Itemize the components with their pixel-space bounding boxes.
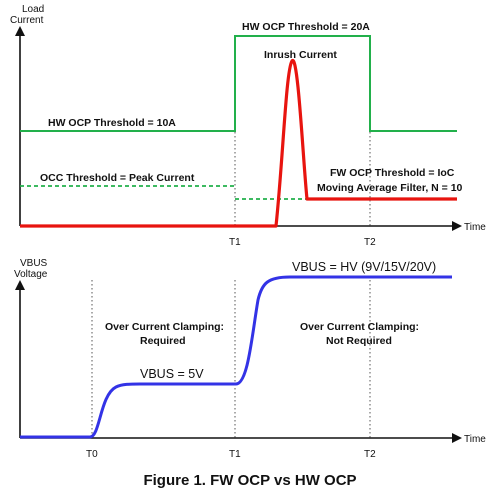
load-current-curve bbox=[20, 59, 457, 228]
bottom-panel: VBUS Voltage Time VBUS = HV (9V/15V/20V)… bbox=[14, 258, 486, 460]
hw-ocp-10a-label: HW OCP Threshold = 10A bbox=[48, 117, 176, 129]
figure-caption: Figure 1. FW OCP vs HW OCP bbox=[143, 472, 357, 489]
clamp-not-required-label-2: Not Required bbox=[326, 335, 392, 347]
top-y-axis-label-1: Load bbox=[22, 4, 44, 15]
top-t1-tick-label: T1 bbox=[229, 237, 241, 248]
top-t2-tick-label: T2 bbox=[364, 237, 376, 248]
vbus-5v-label: VBUS = 5V bbox=[140, 367, 204, 381]
clamp-not-required-label-1: Over Current Clamping: bbox=[300, 321, 419, 333]
vbus-curve bbox=[20, 275, 452, 439]
vbus-hv-label: VBUS = HV (9V/15V/20V) bbox=[292, 260, 436, 274]
clamp-required-label-1: Over Current Clamping: bbox=[105, 321, 224, 333]
bottom-t1-tick-label: T1 bbox=[229, 449, 241, 460]
clamp-required-label-2: Required bbox=[140, 335, 186, 347]
fw-ocp-label-1: FW OCP Threshold = IoC bbox=[330, 167, 455, 179]
top-x-axis-label: Time bbox=[464, 222, 486, 233]
bottom-t0-tick-label: T0 bbox=[86, 449, 98, 460]
bottom-x-axis-label: Time bbox=[464, 434, 486, 445]
fw-ocp-label-2: Moving Average Filter, N = 10 bbox=[317, 182, 463, 194]
top-y-axis-label-2: Current bbox=[10, 15, 44, 26]
inrush-current-label: Inrush Current bbox=[264, 49, 337, 61]
bottom-y-axis-label-1: VBUS bbox=[20, 258, 48, 269]
hw-ocp-20a-label: HW OCP Threshold = 20A bbox=[242, 21, 370, 33]
hw-ocp-threshold-line bbox=[20, 35, 457, 132]
bottom-y-axis-label-2: Voltage bbox=[14, 269, 48, 280]
occ-threshold-label: OCC Threshold = Peak Current bbox=[40, 172, 195, 184]
top-panel: Load Current Time HW OCP Threshold = 20A… bbox=[10, 4, 486, 248]
bottom-t2-tick-label: T2 bbox=[364, 449, 376, 460]
